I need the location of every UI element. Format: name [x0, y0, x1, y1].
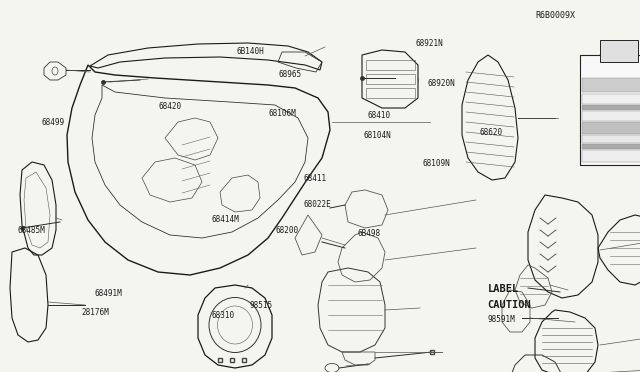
- Bar: [582, 94, 640, 104]
- Bar: [582, 122, 640, 134]
- Bar: [582, 144, 640, 149]
- Text: 68022E: 68022E: [304, 200, 332, 209]
- Text: 68410: 68410: [368, 111, 391, 120]
- Text: 68200: 68200: [275, 226, 298, 235]
- Text: 6B498: 6B498: [357, 229, 380, 238]
- Text: 98591M: 98591M: [488, 315, 515, 324]
- Bar: [582, 105, 640, 110]
- Text: 68920N: 68920N: [428, 79, 455, 88]
- Text: 68414M: 68414M: [211, 215, 239, 224]
- Text: LABEL: LABEL: [488, 285, 519, 294]
- Bar: [582, 111, 640, 121]
- Bar: [582, 78, 640, 92]
- Text: 68965: 68965: [278, 70, 301, 79]
- Text: 6B140H: 6B140H: [237, 47, 264, 56]
- Text: CAUTION: CAUTION: [488, 300, 531, 310]
- Bar: [582, 135, 640, 143]
- Text: 68104N: 68104N: [364, 131, 391, 140]
- Text: 68620: 68620: [480, 128, 503, 137]
- Text: 98515: 98515: [250, 301, 273, 310]
- Bar: [600, 40, 638, 62]
- Text: 68491M: 68491M: [95, 289, 122, 298]
- Text: 68485M: 68485M: [17, 226, 45, 235]
- Text: 28176M: 28176M: [82, 308, 109, 317]
- Text: R6B0009X: R6B0009X: [535, 11, 575, 20]
- Text: 68310: 68310: [211, 311, 234, 320]
- Text: 68499: 68499: [42, 118, 65, 127]
- Text: 68109N: 68109N: [422, 159, 450, 168]
- Text: 68106M: 68106M: [269, 109, 296, 118]
- Text: 68411: 68411: [304, 174, 327, 183]
- Bar: [580, 55, 640, 165]
- Bar: [582, 150, 640, 162]
- Text: 68921N: 68921N: [416, 39, 444, 48]
- Text: 68420: 68420: [159, 102, 182, 110]
